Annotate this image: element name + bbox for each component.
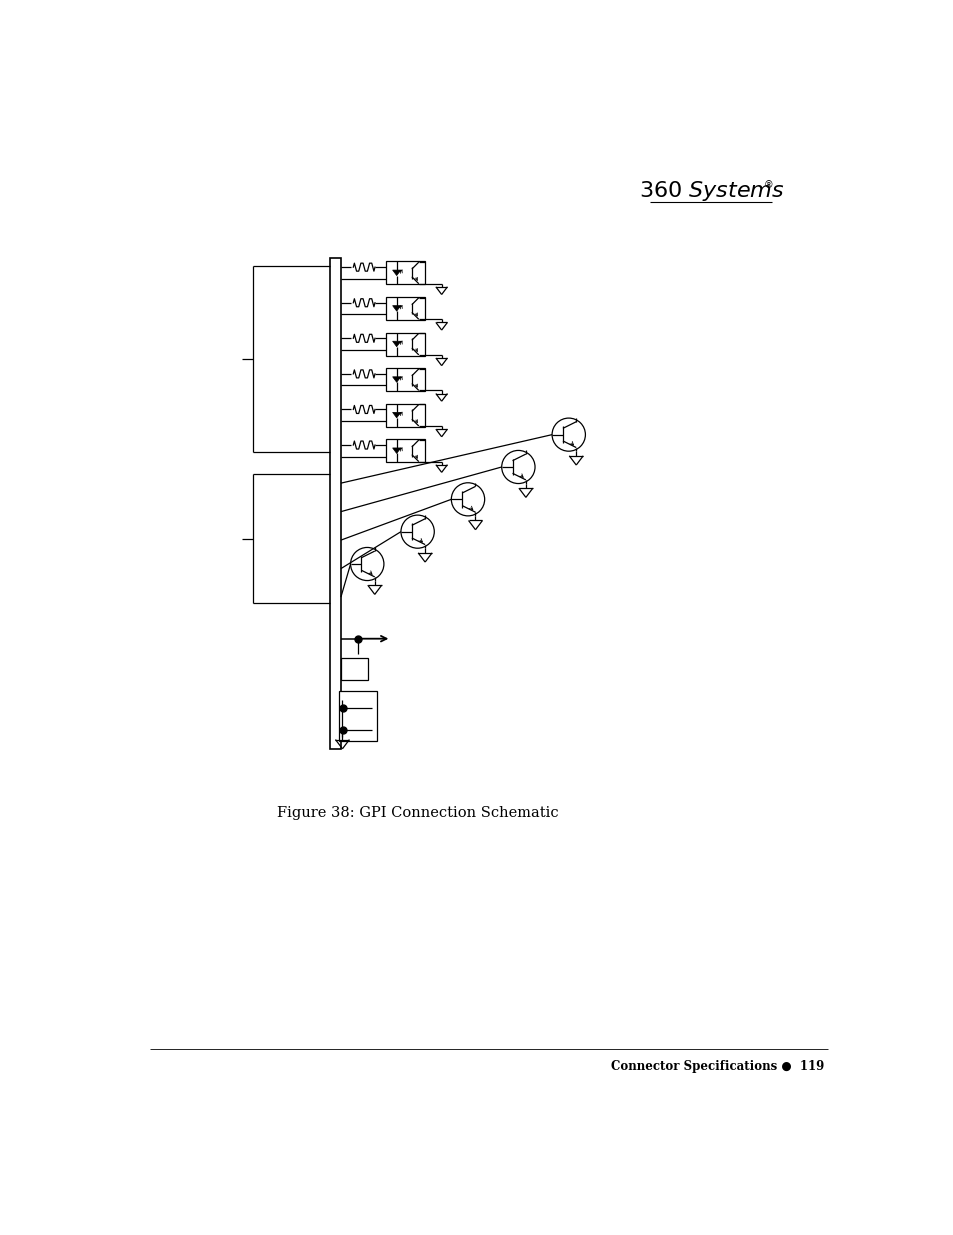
Text: $\it{360\ Systems}$: $\it{360\ Systems}$ (639, 179, 784, 203)
Bar (385, 440, 424, 462)
Text: ®: ® (763, 180, 773, 190)
Bar (385, 404, 424, 427)
Polygon shape (393, 377, 400, 383)
Polygon shape (393, 412, 400, 417)
Bar (385, 296, 424, 320)
Bar (385, 368, 424, 391)
Text: Figure 38: GPI Connection Schematic: Figure 38: GPI Connection Schematic (276, 805, 558, 820)
Bar (385, 332, 424, 356)
Polygon shape (393, 448, 400, 453)
Polygon shape (393, 305, 400, 311)
Polygon shape (393, 270, 400, 275)
Bar (330, 258, 340, 748)
Bar (338, 692, 377, 741)
Bar (340, 658, 368, 679)
Bar (385, 262, 424, 284)
Polygon shape (393, 341, 400, 347)
Text: Connector Specifications ●  119: Connector Specifications ● 119 (611, 1061, 823, 1073)
